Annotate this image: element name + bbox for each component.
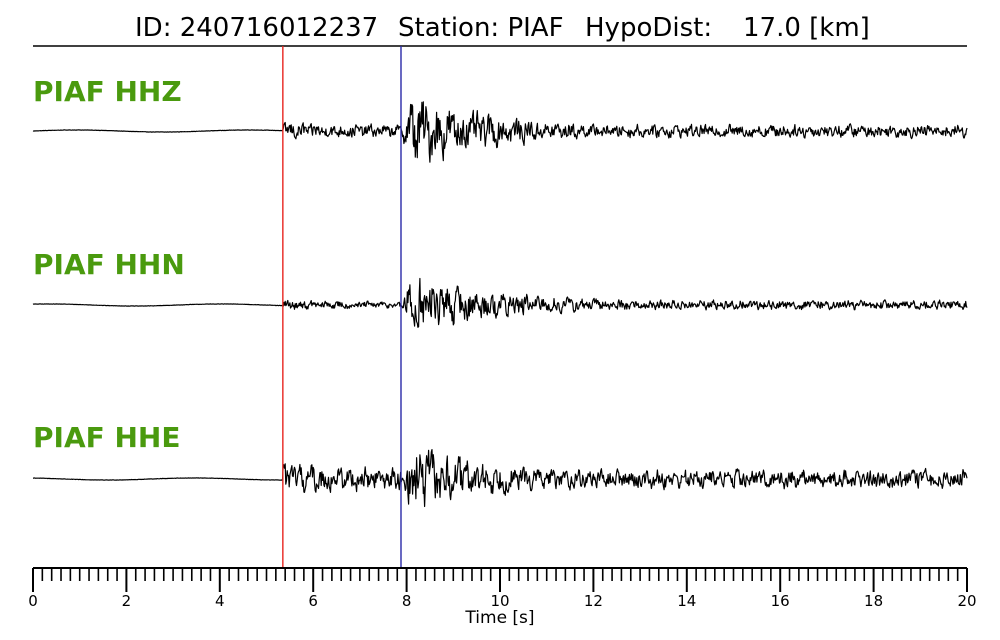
tick-label: 20 <box>957 592 976 610</box>
tick-label: 0 <box>28 592 38 610</box>
tick-label: 18 <box>864 592 883 610</box>
waveform-hhz <box>32 101 968 163</box>
tick-label: 10 <box>490 592 509 610</box>
x-axis-tick-labels: 0 2 4 6 8 10 12 14 16 18 20 <box>28 592 976 610</box>
tick-label: 4 <box>215 592 225 610</box>
chart-title-hypodist-label: HypoDist: <box>585 13 712 43</box>
tick-label: 12 <box>584 592 603 610</box>
tick-label: 16 <box>771 592 790 610</box>
waveform-hhn <box>32 277 968 328</box>
trace-label-hhe: PIAF HHE <box>33 421 180 454</box>
tick-label: 8 <box>402 592 412 610</box>
chart-title-hypodist-value: 17.0 [km] <box>743 13 870 43</box>
x-axis-label: Time [s] <box>464 608 534 628</box>
chart-title-id: ID: 240716012237 <box>135 13 378 43</box>
trace-label-hhz: PIAF HHZ <box>33 75 182 108</box>
waveform-hhe <box>33 449 968 508</box>
chart-title-station: Station: PIAF <box>398 13 564 43</box>
trace-label-hhn: PIAF HHN <box>33 248 185 281</box>
tick-label: 2 <box>122 592 132 610</box>
tick-label: 14 <box>677 592 696 610</box>
tick-label: 6 <box>308 592 318 610</box>
x-axis-ticks <box>32 568 968 592</box>
